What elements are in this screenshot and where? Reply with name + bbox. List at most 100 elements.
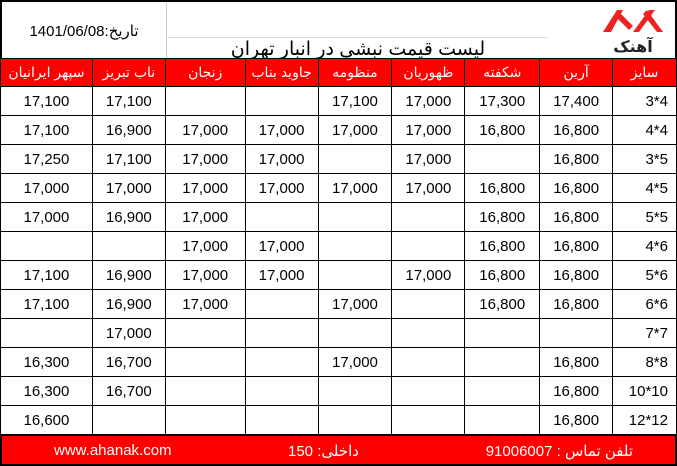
size-cell: 12*12 [612, 405, 677, 435]
price-cell: 16,800 [539, 173, 614, 203]
size-cell: 7*7 [612, 318, 677, 348]
price-cell: 16,800 [539, 376, 614, 406]
table-row: 12*12 16,800 16,600 [0, 405, 677, 435]
price-cell [391, 289, 466, 319]
price-cell: 17,100 [317, 86, 393, 116]
column-header: آرین [539, 58, 614, 87]
price-cell [317, 202, 393, 232]
price-cell: 17,000 [244, 231, 319, 261]
table-row: 5*5 16,800 16,800 17,000 16,900 17,000 [0, 202, 677, 232]
price-cell: 17,000 [317, 347, 393, 377]
column-header: جاوید بناب [244, 58, 319, 87]
price-cell: 17,000 [164, 115, 246, 145]
footer: تلفن تماس : 91006007 داخلی: 150 www.ahan… [0, 434, 677, 466]
price-cell [391, 376, 466, 406]
price-cell [391, 231, 466, 261]
price-cell [244, 202, 319, 232]
table-row: 8*8 16,800 17,000 16,700 16,300 [0, 347, 677, 377]
price-cell [244, 376, 319, 406]
price-cell [317, 144, 393, 174]
price-cell [464, 347, 541, 377]
price-cell [164, 405, 246, 435]
page-title: لیست قیمت نبشی در انبار تهران [230, 39, 486, 60]
price-cell [164, 318, 246, 348]
price-cell [244, 405, 319, 435]
size-cell: 4*5 [612, 173, 677, 203]
table-row: 4*6 16,800 16,800 17,000 17,000 [0, 231, 677, 261]
column-header: ناب تبریز [91, 58, 166, 87]
price-cell: 17,000 [244, 173, 319, 203]
price-cell: 17,000 [391, 173, 466, 203]
column-header: منظومه [317, 58, 393, 87]
price-cell: 16,800 [464, 231, 541, 261]
price-cell: 17,000 [244, 144, 319, 174]
price-cell: 17,000 [164, 202, 246, 232]
size-cell: 3*5 [612, 144, 677, 174]
price-cell: 16,900 [91, 289, 166, 319]
table-row: 4*4 16,800 16,800 17,000 17,000 17,000 17,000 1… [0, 115, 677, 145]
price-cell: 17,000 [391, 260, 466, 290]
price-cell: 17,400 [539, 86, 614, 116]
price-cell: 17,000 [391, 144, 466, 174]
price-cell: 16,800 [539, 347, 614, 377]
price-cell [91, 231, 166, 261]
price-cell: 17,100 [0, 115, 93, 145]
price-cell [0, 318, 93, 348]
price-cell: 16,800 [539, 144, 614, 174]
extension-label: داخلی: 150 [288, 443, 359, 460]
column-header: سپهر ایرانیان [0, 58, 93, 87]
price-cell: 16,800 [464, 202, 541, 232]
price-cell: 16,300 [0, 347, 93, 377]
price-cell: 17,000 [391, 86, 466, 116]
price-cell: 17,300 [464, 86, 541, 116]
price-cell [391, 347, 466, 377]
price-cell: 16,800 [539, 231, 614, 261]
price-cell [391, 405, 466, 435]
size-cell: 3*4 [612, 86, 677, 116]
price-cell [317, 260, 393, 290]
size-cell: 4*6 [612, 231, 677, 261]
price-cell: 17,000 [244, 260, 319, 290]
column-header: سایز [612, 58, 677, 87]
price-cell: 17,100 [0, 260, 93, 290]
table-row: 5*6 16,800 16,800 17,000 17,000 17,000 16,900 1… [0, 260, 677, 290]
price-cell: 17,000 [164, 144, 246, 174]
price-cell [464, 405, 541, 435]
price-cell [91, 405, 166, 435]
size-cell: 5*6 [612, 260, 677, 290]
price-cell [391, 318, 466, 348]
price-cell: 17,000 [317, 173, 393, 203]
price-cell: 17,000 [164, 231, 246, 261]
column-header: شکفته [464, 58, 541, 87]
ahanak-logo: آهنک [597, 6, 669, 56]
price-table: سایز آرین شکفته ظهوریان منظومه جاوید بناب زنجا… [0, 58, 677, 435]
price-cell [464, 376, 541, 406]
price-cell [539, 318, 614, 348]
table-row: 3*5 16,800 17,000 17,000 17,000 17,100 17,250 [0, 144, 677, 174]
price-cell: 17,000 [0, 173, 93, 203]
price-cell [464, 318, 541, 348]
price-cell [317, 231, 393, 261]
price-cell: 17,000 [391, 115, 466, 145]
size-cell: 8*8 [612, 347, 677, 377]
table-row: 4*5 16,800 16,800 17,000 17,000 17,000 17,000 1… [0, 173, 677, 203]
phone-label: تلفن تماس : 91006007 [485, 443, 633, 460]
price-cell [317, 376, 393, 406]
website-link[interactable]: www.ahanak.com [54, 442, 172, 459]
price-cell: 17,100 [0, 86, 93, 116]
price-cell: 17,000 [91, 173, 166, 203]
price-cell [164, 376, 246, 406]
price-cell: 16,800 [464, 173, 541, 203]
price-cell: 16,700 [91, 376, 166, 406]
price-cell [0, 231, 93, 261]
table-row: 7*7 17,000 [0, 318, 677, 348]
divider [168, 37, 548, 38]
price-cell [244, 318, 319, 348]
table-row: 3*4 17,400 17,300 17,000 17,100 17,100 17,100 [0, 86, 677, 116]
price-cell: 17,250 [0, 144, 93, 174]
price-cell [317, 405, 393, 435]
price-cell [317, 318, 393, 348]
svg-text:آهنک: آهنک [613, 36, 653, 56]
price-cell: 17,000 [317, 289, 393, 319]
price-cell: 16,600 [0, 405, 93, 435]
